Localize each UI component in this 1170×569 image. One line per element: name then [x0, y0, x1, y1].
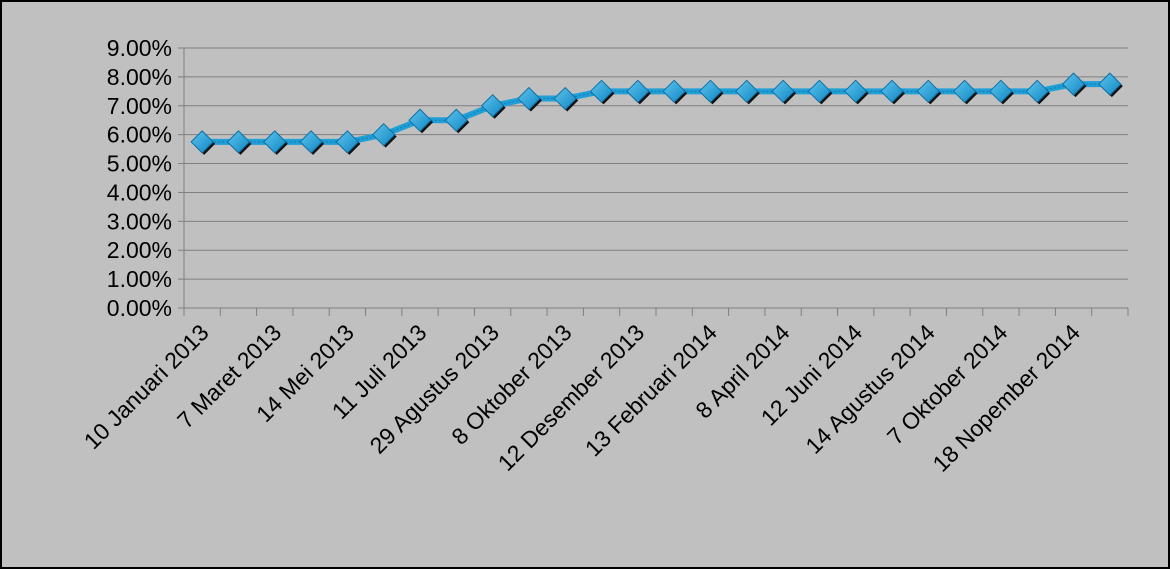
data-point-marker [1025, 79, 1049, 104]
data-point-marker [299, 130, 323, 154]
data-point-marker [771, 79, 795, 104]
y-tick-label: 0.00% [107, 295, 172, 321]
y-tick-label: 8.00% [107, 64, 172, 90]
data-point-marker [553, 86, 577, 111]
data-point-marker [517, 86, 541, 111]
data-point-marker [735, 79, 759, 104]
y-tick-label: 5.00% [107, 151, 172, 177]
gridlines [184, 47, 1128, 280]
data-point-marker [952, 79, 977, 104]
x-tick-label: 10 Januari 2013 [79, 319, 214, 454]
x-tick-label: 13 Februari 2014 [580, 319, 722, 461]
y-tick-label: 6.00% [107, 122, 172, 148]
data-point-marker [843, 79, 868, 104]
data-point-marker [263, 130, 287, 154]
x-tick-label: 14 Agustus 2014 [800, 319, 940, 459]
x-tick-label: 29 Agustus 2013 [365, 319, 505, 459]
y-tick-label: 9.00% [107, 35, 172, 61]
y-tick-label: 3.00% [107, 208, 172, 234]
data-point-marker [226, 130, 251, 154]
y-tick-label: 7.00% [107, 93, 172, 119]
y-tick-label: 4.00% [107, 179, 172, 205]
data-point-marker [989, 79, 1013, 104]
data-point-marker [880, 79, 904, 104]
data-point-marker [807, 79, 832, 104]
data-point-marker [662, 79, 686, 104]
y-tick-label: 2.00% [107, 237, 172, 263]
data-point-marker [190, 130, 214, 154]
data-point-marker [916, 79, 941, 104]
series-markers [190, 72, 1123, 155]
data-point-marker [626, 79, 650, 104]
data-point-marker [444, 108, 469, 132]
data-point-marker [371, 122, 396, 147]
data-point-marker [589, 79, 614, 104]
y-tick-label: 1.00% [107, 266, 172, 292]
data-point-marker [698, 79, 723, 104]
data-point-marker [480, 94, 505, 118]
y-tick-labels: 0.00% 1.00% 2.00% 3.00% 4.00%5.00% 6.00% 7.00%… [107, 35, 172, 321]
data-point-marker [408, 108, 432, 132]
data-point-marker [1098, 72, 1122, 96]
data-point-marker [335, 130, 360, 154]
data-point-marker [1061, 72, 1086, 96]
axes [178, 47, 1129, 316]
